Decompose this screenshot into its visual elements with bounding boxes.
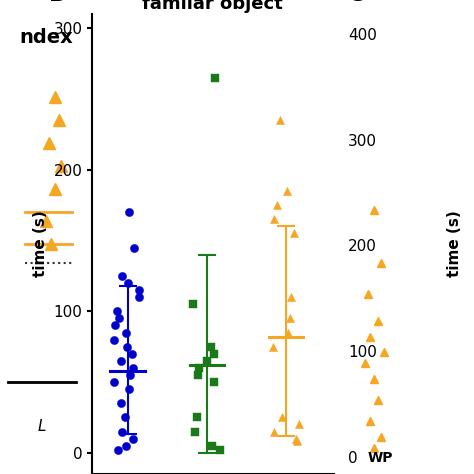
Point xyxy=(291,230,298,237)
Point xyxy=(292,435,300,442)
Point xyxy=(284,329,292,337)
Point xyxy=(111,322,119,329)
Point xyxy=(130,244,137,251)
Point xyxy=(122,329,130,337)
Point xyxy=(121,414,129,421)
Point xyxy=(124,279,132,287)
Point xyxy=(123,343,130,350)
Point xyxy=(190,301,197,308)
Point xyxy=(194,414,201,421)
Point xyxy=(270,428,277,435)
Point xyxy=(210,350,218,357)
Point xyxy=(194,371,202,379)
Title: First touch
familar object: First touch familar object xyxy=(143,0,283,13)
Point xyxy=(286,315,294,322)
Point xyxy=(287,293,294,301)
Point xyxy=(110,336,118,343)
Point xyxy=(207,343,215,350)
Point xyxy=(118,428,126,435)
Point xyxy=(129,435,137,442)
Text: ndex: ndex xyxy=(19,28,73,47)
Point xyxy=(129,364,137,372)
Text: 200: 200 xyxy=(348,239,377,254)
Text: 100: 100 xyxy=(348,345,377,360)
Text: 0: 0 xyxy=(348,451,357,465)
Point xyxy=(113,308,121,315)
Point xyxy=(269,343,277,350)
Point xyxy=(209,442,216,449)
Point xyxy=(203,357,210,365)
Point xyxy=(128,350,136,357)
Point xyxy=(110,378,118,386)
Text: 400: 400 xyxy=(348,28,377,43)
Text: 300: 300 xyxy=(348,134,377,148)
Y-axis label: time (s): time (s) xyxy=(33,211,48,277)
Point xyxy=(278,414,286,421)
Point xyxy=(116,315,123,322)
Point xyxy=(135,293,143,301)
Point xyxy=(135,286,143,294)
Point xyxy=(276,117,284,124)
Point xyxy=(210,378,218,386)
Text: time (s): time (s) xyxy=(447,211,462,277)
Point xyxy=(293,438,301,445)
Point xyxy=(195,364,203,372)
Point xyxy=(126,209,133,216)
Point xyxy=(273,201,281,209)
Point xyxy=(270,216,278,223)
Point xyxy=(295,421,302,428)
Text: L: L xyxy=(38,419,46,434)
Point xyxy=(114,446,122,454)
Point xyxy=(118,357,125,365)
Text: C: C xyxy=(348,0,364,5)
Point xyxy=(191,428,199,435)
Point xyxy=(122,442,130,449)
Point xyxy=(117,400,125,407)
Point xyxy=(211,74,219,82)
Text: B: B xyxy=(49,0,66,5)
Point xyxy=(118,272,126,280)
Point xyxy=(126,385,133,393)
Point xyxy=(216,446,224,454)
Text: WP: WP xyxy=(368,451,393,465)
Point xyxy=(283,187,291,195)
Point xyxy=(127,371,134,379)
